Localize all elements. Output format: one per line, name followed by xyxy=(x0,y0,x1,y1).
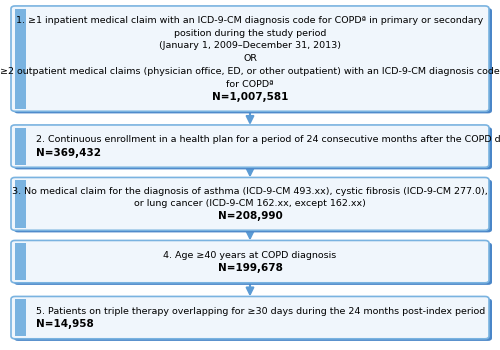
Bar xyxy=(15,299,26,336)
FancyBboxPatch shape xyxy=(14,299,492,341)
Text: N=1,007,581: N=1,007,581 xyxy=(212,92,288,102)
Text: OR: OR xyxy=(243,54,257,63)
Text: N=14,958: N=14,958 xyxy=(36,319,94,329)
FancyBboxPatch shape xyxy=(14,8,492,113)
Text: ≥2 outpatient medical claims (physician office, ED, or other outpatient) with an: ≥2 outpatient medical claims (physician … xyxy=(0,67,500,76)
FancyBboxPatch shape xyxy=(11,6,489,111)
Text: N=199,678: N=199,678 xyxy=(218,263,282,273)
Text: position during the study period: position during the study period xyxy=(174,29,326,37)
Text: N=208,990: N=208,990 xyxy=(218,211,282,221)
FancyBboxPatch shape xyxy=(11,125,489,167)
Text: (January 1, 2009–December 31, 2013): (January 1, 2009–December 31, 2013) xyxy=(159,41,341,50)
Text: 1. ≥1 inpatient medical claim with an ICD-9-CM diagnosis code for COPDª in prima: 1. ≥1 inpatient medical claim with an IC… xyxy=(16,16,483,25)
FancyBboxPatch shape xyxy=(14,243,492,285)
Bar xyxy=(15,9,26,108)
FancyBboxPatch shape xyxy=(11,240,489,283)
Text: 4. Age ≥40 years at COPD diagnosis: 4. Age ≥40 years at COPD diagnosis xyxy=(164,251,336,260)
Bar xyxy=(15,243,26,280)
Bar xyxy=(15,180,26,228)
Bar xyxy=(15,128,26,164)
FancyBboxPatch shape xyxy=(14,127,492,169)
FancyBboxPatch shape xyxy=(14,180,492,232)
Text: N=369,432: N=369,432 xyxy=(36,148,101,158)
Text: 3. No medical claim for the diagnosis of asthma (ICD-9-CM 493.xx), cystic fibros: 3. No medical claim for the diagnosis of… xyxy=(12,187,488,196)
Text: 2. Continuous enrollment in a health plan for a period of 24 consecutive months : 2. Continuous enrollment in a health pla… xyxy=(36,135,500,144)
Text: or lung cancer (ICD-9-CM 162.xx, except 162.xx): or lung cancer (ICD-9-CM 162.xx, except … xyxy=(134,199,366,208)
Text: for COPDª: for COPDª xyxy=(226,80,274,89)
FancyBboxPatch shape xyxy=(11,296,489,339)
FancyBboxPatch shape xyxy=(11,177,489,230)
Text: 5. Patients on triple therapy overlapping for ≥30 days during the 24 months post: 5. Patients on triple therapy overlappin… xyxy=(36,307,485,316)
